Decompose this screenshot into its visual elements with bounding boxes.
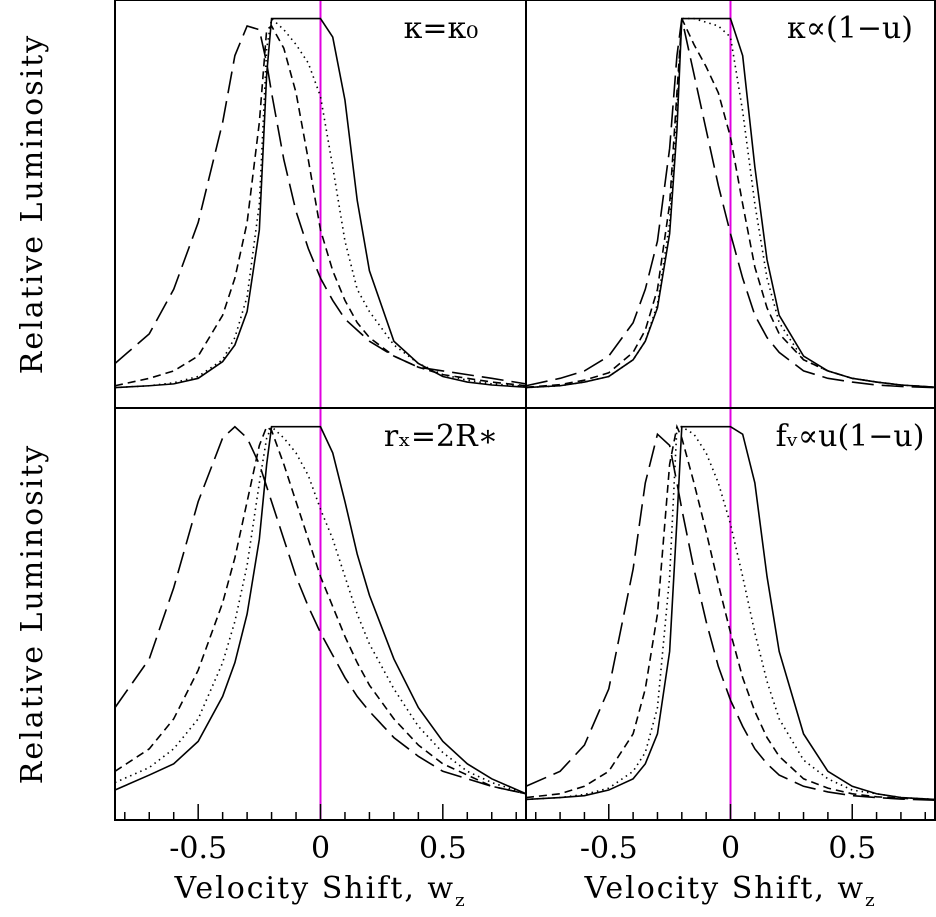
line-series <box>525 17 936 389</box>
line-series <box>525 18 936 389</box>
x-axis-label: Velocity Shift, wz <box>173 871 466 911</box>
line-series <box>525 432 936 801</box>
annotation: fᵥ∝u(1−u) <box>776 419 925 454</box>
line-series <box>114 425 527 795</box>
x-axis-label-main: Velocity Shift, w <box>173 871 455 906</box>
annotation: κ=κ₀ <box>404 11 479 46</box>
x-axis-label-main: Velocity Shift, w <box>583 871 865 906</box>
x-tick-label: -0.5 <box>580 831 638 866</box>
y-axis-label: Relative Luminosity <box>15 444 50 784</box>
y-axis-label: Relative Luminosity <box>15 34 50 374</box>
x-tick-label: 0 <box>311 831 330 866</box>
line-series <box>114 425 527 795</box>
annotation: rₓ=2R∗ <box>384 419 498 454</box>
x-axis-label-subscript: z <box>455 890 466 911</box>
x-tick-label: -0.5 <box>169 831 227 866</box>
x-tick-label: 0 <box>721 831 740 866</box>
x-tick-label: 0.5 <box>419 831 467 866</box>
line-series <box>525 18 936 389</box>
line-series <box>525 424 936 801</box>
line-series <box>525 425 936 801</box>
line-series <box>114 425 527 795</box>
x-axis-label: Velocity Shift, wz <box>583 871 876 911</box>
panel-frame <box>525 407 936 821</box>
line-series <box>114 16 527 389</box>
line-series <box>114 24 527 385</box>
line-series <box>525 425 936 801</box>
x-axis-label-subscript: z <box>865 890 876 911</box>
annotation: κ∝(1−u) <box>787 11 913 46</box>
x-tick-label: 0.5 <box>828 831 876 866</box>
